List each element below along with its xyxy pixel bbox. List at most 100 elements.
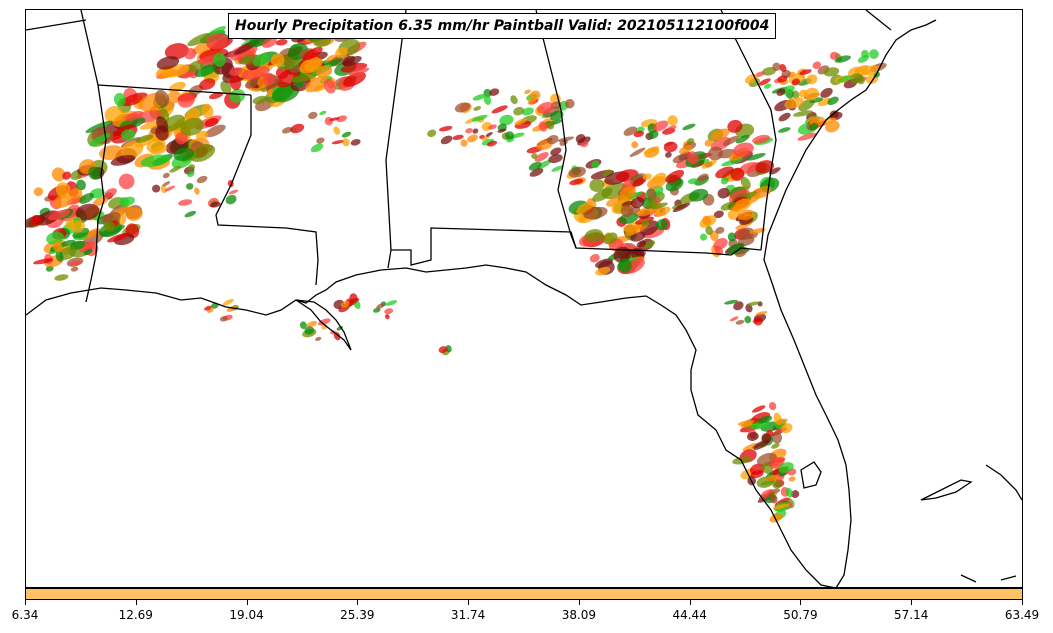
precip-blob bbox=[799, 69, 812, 76]
precip-blob bbox=[349, 293, 358, 304]
precip-blob bbox=[343, 72, 366, 87]
precip-blob bbox=[485, 132, 493, 137]
precip-blob bbox=[663, 141, 678, 153]
precip-blob bbox=[643, 240, 656, 249]
precip-blob bbox=[784, 97, 804, 109]
precip-blob bbox=[162, 172, 170, 179]
precip-blob bbox=[536, 101, 554, 114]
precip-blob bbox=[270, 53, 285, 67]
precip-blob bbox=[529, 90, 541, 101]
precip-blob bbox=[655, 206, 671, 217]
precip-blob bbox=[121, 140, 144, 159]
colorbar-tick-mark bbox=[800, 600, 802, 605]
precip-blob bbox=[220, 80, 232, 95]
precip-blob bbox=[595, 266, 611, 276]
precip-blob bbox=[620, 204, 634, 218]
precip-blob bbox=[772, 503, 790, 510]
precip-blob bbox=[156, 56, 180, 70]
precip-blob bbox=[665, 151, 672, 158]
precip-blob bbox=[316, 65, 333, 78]
precip-blob bbox=[565, 98, 575, 109]
precip-blob bbox=[793, 110, 814, 117]
precip-blob bbox=[755, 311, 768, 316]
map-canvas bbox=[26, 10, 1022, 587]
precip-blob bbox=[686, 151, 699, 165]
colorbar-tick-mark bbox=[25, 600, 26, 605]
precip-blob bbox=[201, 103, 214, 119]
precip-blob bbox=[207, 26, 226, 37]
precip-blob bbox=[48, 209, 71, 221]
precip-blob bbox=[178, 199, 193, 206]
precip-blob bbox=[652, 120, 669, 132]
precip-blob bbox=[834, 55, 851, 63]
precip-blob bbox=[118, 173, 135, 190]
precip-blob bbox=[71, 220, 85, 233]
precip-blob bbox=[76, 179, 86, 191]
precip-blob bbox=[630, 196, 645, 209]
precip-blob bbox=[289, 73, 316, 83]
precip-blob bbox=[310, 143, 324, 153]
precip-blob bbox=[749, 228, 766, 234]
precip-blob bbox=[184, 210, 197, 218]
precip-blob bbox=[765, 474, 780, 482]
colorbar-tick-label: 25.39 bbox=[340, 608, 375, 622]
precip-blob bbox=[120, 129, 136, 141]
colorbar-tick-label: 12.69 bbox=[118, 608, 153, 622]
precip-blob bbox=[481, 135, 490, 141]
precip-blob bbox=[350, 139, 361, 146]
precip-blob bbox=[705, 225, 713, 236]
precip-blob bbox=[331, 140, 344, 145]
precip-blob bbox=[206, 32, 228, 50]
precip-blob bbox=[467, 134, 478, 143]
precip-blob bbox=[861, 49, 869, 58]
precip-blob bbox=[194, 187, 200, 195]
precip-blob bbox=[187, 32, 211, 47]
precip-blob bbox=[505, 131, 514, 140]
precip-blob bbox=[275, 39, 288, 46]
precip-blob bbox=[761, 67, 777, 76]
precip-blob bbox=[33, 187, 44, 197]
colorbar-tick-mark bbox=[911, 600, 913, 605]
precip-blob bbox=[126, 207, 143, 221]
precip-blob bbox=[686, 138, 695, 144]
precip-blob bbox=[229, 67, 243, 76]
precip-blob bbox=[164, 185, 176, 192]
precip-blob bbox=[729, 316, 739, 322]
precip-blob bbox=[752, 134, 771, 144]
precip-blob bbox=[823, 67, 840, 77]
precip-blob bbox=[521, 107, 534, 116]
precip-blob bbox=[376, 303, 385, 309]
precip-blob bbox=[733, 142, 754, 157]
precip-blob bbox=[113, 92, 126, 107]
mississippi-delta bbox=[295, 299, 352, 351]
precip-blob bbox=[252, 95, 268, 105]
precip-blob bbox=[821, 117, 837, 124]
precip-blob bbox=[173, 147, 194, 161]
precip-blob bbox=[204, 118, 219, 127]
precip-blob bbox=[755, 160, 775, 174]
precip-blob bbox=[299, 57, 323, 74]
bahamas bbox=[960, 464, 1022, 583]
precip-blob bbox=[219, 315, 228, 322]
precip-blob bbox=[646, 199, 658, 209]
precip-blob bbox=[755, 71, 765, 77]
precip-blob bbox=[104, 188, 117, 198]
map-title: Hourly Precipitation 6.35 mm/hr Paintbal… bbox=[228, 13, 777, 39]
precip-blob bbox=[737, 227, 755, 241]
precip-blob bbox=[70, 266, 79, 272]
precip-blob bbox=[631, 141, 639, 149]
precip-blob bbox=[180, 117, 204, 136]
precip-blob bbox=[538, 121, 548, 132]
precip-blob bbox=[229, 74, 242, 91]
precip-blob bbox=[715, 226, 725, 234]
precip-blob bbox=[197, 55, 218, 65]
arkansas-louisiana-line bbox=[26, 19, 87, 31]
precip-blob bbox=[747, 432, 759, 441]
precip-blob bbox=[531, 152, 538, 159]
precip-blob bbox=[204, 124, 226, 138]
precip-blob bbox=[548, 154, 563, 164]
precip-blob bbox=[738, 162, 759, 174]
precip-blob bbox=[291, 128, 297, 132]
precip-blob bbox=[120, 92, 148, 107]
precip-blob bbox=[33, 258, 54, 265]
